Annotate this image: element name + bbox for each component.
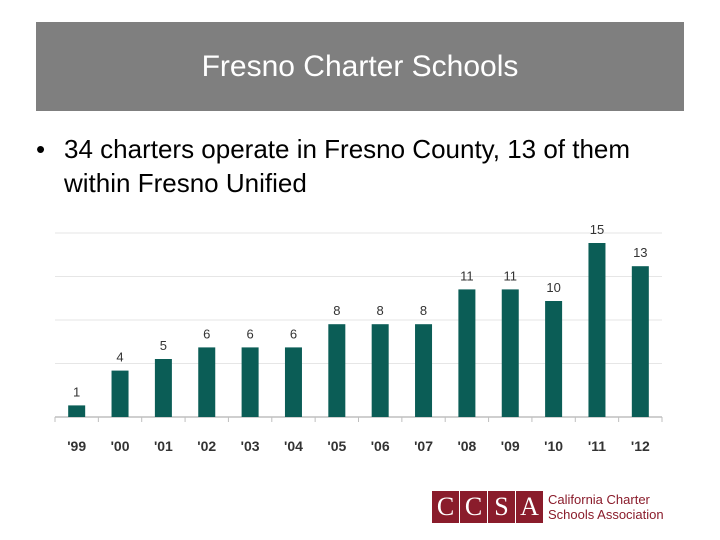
x-tick-label: '03 — [241, 438, 260, 454]
logo-line-2: Schools Association — [548, 507, 664, 522]
bar-99 — [68, 405, 86, 417]
x-tick-label: '05 — [327, 438, 346, 454]
data-label: 15 — [590, 222, 604, 237]
data-label: 5 — [160, 338, 167, 353]
x-tick-label: '01 — [154, 438, 173, 454]
x-tick-label: '06 — [371, 438, 390, 454]
bullet-dot: • — [36, 134, 46, 164]
data-label: 6 — [290, 326, 297, 341]
data-label: 4 — [116, 350, 123, 365]
data-label: 8 — [377, 303, 384, 318]
bar-00 — [111, 370, 129, 417]
data-label: 8 — [333, 303, 340, 318]
bar-10 — [545, 301, 563, 417]
bar-12 — [631, 266, 649, 417]
bar-03 — [241, 347, 259, 417]
bar-02 — [198, 347, 216, 417]
logo-letter-a: A — [516, 491, 543, 523]
data-label: 11 — [460, 268, 474, 283]
x-tick-label: '12 — [631, 438, 650, 454]
data-label: 6 — [246, 326, 253, 341]
x-tick-label: '02 — [197, 438, 216, 454]
x-tick-label: '99 — [67, 438, 86, 454]
bar-08 — [458, 289, 476, 417]
logo-letter-s: S — [488, 491, 515, 523]
x-tick-label: '07 — [414, 438, 433, 454]
bar-04 — [284, 347, 302, 417]
logo-org-name: California Charter Schools Association — [548, 492, 664, 522]
title-bar: Fresno Charter Schools — [36, 22, 684, 111]
x-tick-label: '04 — [284, 438, 303, 454]
logo-letter-c1: C — [432, 491, 459, 523]
bullet-point: • 34 charters operate in Fresno County, … — [36, 132, 656, 200]
ccsa-logo: C C S A California Charter Schools Assoc… — [432, 490, 664, 524]
data-label: 6 — [203, 326, 210, 341]
bar-01 — [154, 359, 172, 417]
logo-letter-c2: C — [460, 491, 487, 523]
data-label: 8 — [420, 303, 427, 318]
data-label: 1 — [73, 384, 80, 399]
bar-07 — [415, 324, 433, 417]
slide-title: Fresno Charter Schools — [201, 49, 519, 83]
x-tick-label: '08 — [457, 438, 476, 454]
bullet-text: 34 charters operate in Fresno County, 13… — [64, 134, 631, 198]
x-tick-label: '09 — [501, 438, 520, 454]
x-tick-label: '10 — [544, 438, 563, 454]
bar-06 — [371, 324, 389, 417]
data-label: 13 — [633, 245, 647, 260]
bar-05 — [328, 324, 346, 417]
data-label: 10 — [546, 280, 560, 295]
x-tick-label: '00 — [111, 438, 130, 454]
bar-11 — [588, 243, 606, 417]
bar-09 — [501, 289, 519, 417]
data-label: 11 — [504, 268, 518, 283]
x-tick-label: '11 — [588, 438, 606, 454]
logo-line-1: California Charter — [548, 492, 650, 507]
